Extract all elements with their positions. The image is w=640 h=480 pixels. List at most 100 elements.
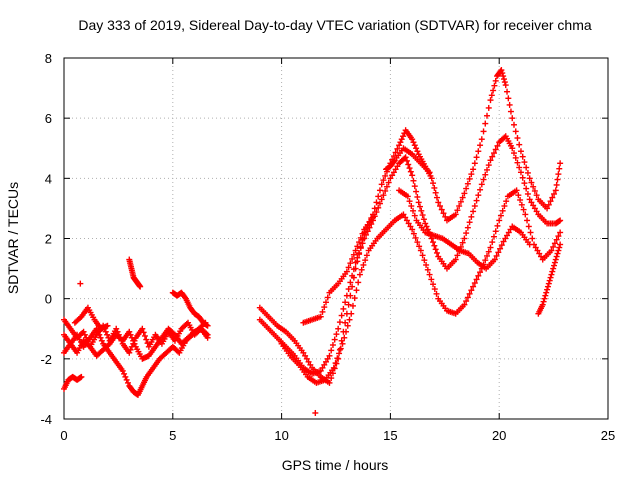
- data-point: [348, 310, 355, 317]
- data-point-interp: [554, 250, 561, 257]
- data-point: [317, 367, 324, 374]
- data-point-interp: [514, 135, 521, 142]
- y-tick-label: -2: [40, 352, 52, 367]
- data-point: [378, 196, 385, 203]
- data-point-interp: [359, 240, 366, 247]
- data-point-interp: [520, 206, 527, 213]
- data-point-interp: [468, 213, 475, 220]
- data-point: [404, 193, 411, 200]
- data-point-interp: [536, 250, 543, 257]
- data-point-interp: [530, 202, 537, 209]
- data-point: [317, 313, 324, 320]
- data-point-interp: [502, 235, 509, 242]
- data-point-interp: [491, 82, 498, 89]
- data-point-interp: [382, 187, 389, 194]
- data-point-interp: [329, 341, 336, 348]
- data-point: [435, 199, 442, 206]
- data-point-interp: [383, 183, 390, 190]
- data-point-interp: [390, 158, 397, 165]
- data-point-interp: [484, 112, 491, 119]
- data-point-interp: [343, 328, 350, 335]
- data-point: [409, 172, 416, 179]
- data-point-interp: [463, 298, 470, 305]
- data-point-interp: [553, 253, 560, 260]
- data-point-interp: [94, 328, 101, 335]
- data-point-interp: [473, 197, 480, 204]
- data-point: [461, 235, 468, 242]
- data-point-interp: [394, 145, 401, 152]
- data-point-interp: [551, 240, 558, 247]
- data-point-interp: [524, 190, 531, 197]
- data-point-interp: [351, 295, 358, 302]
- data-point: [522, 211, 529, 218]
- data-point-interp: [416, 243, 423, 250]
- data-point: [517, 148, 524, 155]
- axis-ticks: 0 5 10 15 20 25 -4 -2 0 2 4 6 8: [40, 51, 615, 443]
- data-point: [402, 154, 409, 161]
- y-tick-label: -4: [40, 412, 52, 427]
- data-point-interp: [553, 236, 560, 243]
- data-point-interp: [413, 145, 420, 152]
- data-point-interp: [410, 207, 417, 214]
- data-point-interp: [349, 255, 356, 262]
- data-point: [487, 157, 494, 164]
- data-point-interp: [375, 193, 382, 200]
- data-point-interp: [414, 239, 421, 246]
- data-point: [491, 256, 498, 263]
- data-point-interp: [345, 264, 352, 271]
- data-point-interp: [349, 302, 356, 309]
- data-point-interp: [544, 283, 551, 290]
- data-point-interp: [430, 180, 437, 187]
- data-point-interp: [403, 217, 410, 224]
- data-point-interp: [302, 352, 309, 359]
- data-point-interp: [360, 261, 367, 268]
- data-point-interp: [380, 192, 387, 199]
- data-point: [544, 205, 551, 212]
- data-point-interp: [418, 207, 425, 214]
- data-point-interp: [410, 177, 417, 184]
- data-point-interp: [319, 308, 326, 315]
- data-point: [352, 247, 359, 254]
- data-point-interp: [382, 172, 389, 179]
- data-point-interp: [468, 287, 475, 294]
- data-point-interp: [414, 193, 421, 200]
- data-point-interp: [524, 217, 531, 224]
- data-point-interp: [412, 234, 419, 241]
- data-point-interp: [181, 294, 188, 301]
- data-point-interp: [130, 337, 137, 344]
- data-point-interp: [362, 257, 369, 264]
- data-point-interp: [541, 295, 548, 302]
- data-point-interp: [463, 230, 470, 237]
- data-point-interp: [523, 185, 530, 192]
- data-point-interp: [305, 358, 312, 365]
- data-point-interp: [376, 187, 383, 194]
- data-point-interp: [349, 283, 356, 290]
- data-point-interp: [96, 331, 103, 338]
- data-point-interp: [416, 203, 423, 210]
- data-point-interp: [419, 252, 426, 259]
- data-point-interp: [333, 331, 340, 338]
- data-point-interp: [407, 168, 414, 175]
- data-point-interp: [122, 373, 129, 380]
- data-point: [500, 238, 507, 245]
- data-point: [513, 187, 520, 194]
- data-point-interp: [482, 120, 489, 127]
- data-point-interp: [102, 328, 109, 335]
- data-point-interp: [324, 294, 331, 301]
- data-point: [470, 283, 477, 290]
- data-point-interp: [413, 188, 420, 195]
- data-point-interp: [400, 133, 407, 140]
- data-point-interp: [503, 198, 510, 205]
- data-point-interp: [477, 269, 484, 276]
- data-point-interp: [319, 364, 326, 371]
- data-point-interp: [464, 180, 471, 187]
- data-point-interp: [349, 272, 356, 279]
- data-point-interp: [334, 355, 341, 362]
- data-point-interp: [473, 276, 480, 283]
- data-point: [422, 220, 429, 227]
- data-point-interp: [414, 148, 421, 155]
- data-point-interp: [336, 346, 343, 353]
- data-point-interp: [499, 207, 506, 214]
- data-point-interp: [504, 232, 511, 239]
- data-point-interp: [376, 200, 383, 207]
